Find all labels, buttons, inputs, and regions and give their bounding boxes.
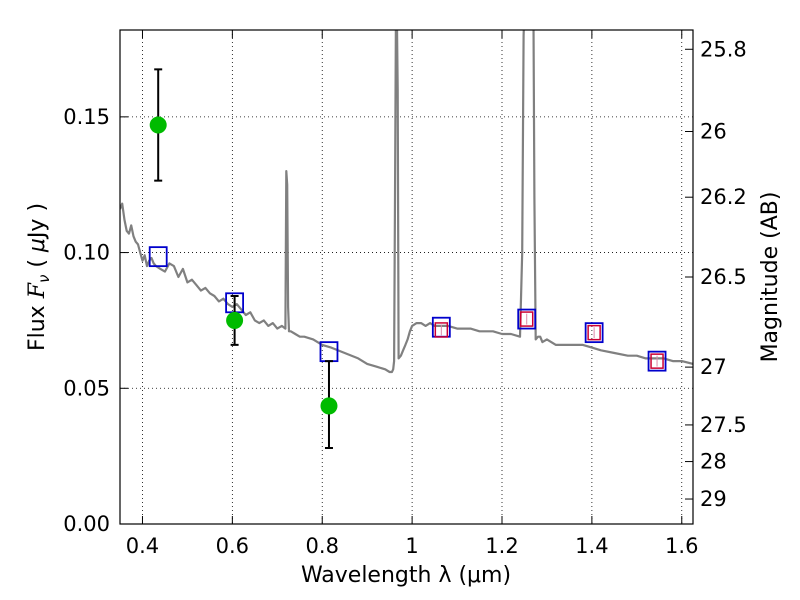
observed-nir-square bbox=[434, 322, 449, 338]
x-axis-title: Wavelength λ (μm) bbox=[301, 563, 511, 588]
y2-axis-title: Magnitude (AB) bbox=[758, 192, 783, 363]
x-tick-label: 1.6 bbox=[665, 534, 698, 558]
y2-tick-label: 26 bbox=[700, 120, 727, 144]
observed-nir-square bbox=[650, 353, 664, 369]
y-tick-label: 0.05 bbox=[63, 376, 110, 400]
x-tick-label: 0.4 bbox=[126, 534, 159, 558]
y-axis-title-sub: ν bbox=[35, 275, 53, 283]
y-tick-label: 0.00 bbox=[63, 512, 110, 536]
model-photometry-square bbox=[148, 246, 168, 268]
x-tick-label: 1 bbox=[405, 534, 418, 558]
x-tick-label: 0.8 bbox=[306, 534, 339, 558]
observed-nir-square bbox=[587, 324, 601, 341]
y-axis-title-pre: Flux bbox=[25, 298, 50, 351]
y2-tick-label: 26.2 bbox=[700, 185, 747, 209]
model-photometry-square bbox=[647, 350, 667, 372]
plot-background bbox=[120, 30, 693, 524]
y2-tick-label: 27.5 bbox=[700, 413, 747, 437]
y-axis-title-mu: μ bbox=[25, 238, 50, 253]
y2-tick-label: 29 bbox=[700, 487, 727, 511]
x-tick-label: 0.6 bbox=[216, 534, 249, 558]
x-tick-label: 1.2 bbox=[485, 534, 518, 558]
right-magnitude-ticks: 25.8 26 26.2 26.5 27 27.5 28 29 bbox=[685, 37, 747, 511]
y-tick-label: 0.15 bbox=[63, 105, 110, 129]
x-tick-label: 1.4 bbox=[575, 534, 608, 558]
plot-series bbox=[120, 30, 693, 449]
y-axis-title-unit: Jy ) bbox=[25, 203, 50, 240]
observed-photometry-point bbox=[320, 397, 338, 415]
observed-photometry-point bbox=[149, 116, 167, 134]
plot-frame bbox=[119, 29, 694, 525]
model-sed-line bbox=[120, 30, 693, 374]
x-axis-ticks: 0.4 0.6 0.8 1 1.2 1.4 1.6 bbox=[126, 30, 698, 558]
y-axis-title-mid: ( bbox=[25, 252, 50, 275]
y2-tick-label: 28 bbox=[700, 450, 727, 474]
y-axis-title-var: F bbox=[25, 282, 50, 299]
model-photometry-square bbox=[584, 322, 604, 344]
y-axis-title: Flux Fν ( μJy ) bbox=[25, 203, 53, 351]
y-tick-label: 0.10 bbox=[63, 241, 110, 265]
y-axis-ticks: 0.00 0.05 0.10 0.15 bbox=[63, 105, 128, 536]
y2-tick-label: 27 bbox=[700, 355, 727, 379]
observed-photometry-point bbox=[226, 311, 244, 329]
y2-tick-label: 25.8 bbox=[700, 37, 747, 61]
observed-nir-square bbox=[519, 311, 534, 327]
model-photometry-square bbox=[517, 308, 537, 330]
y2-tick-label: 26.5 bbox=[700, 265, 747, 289]
